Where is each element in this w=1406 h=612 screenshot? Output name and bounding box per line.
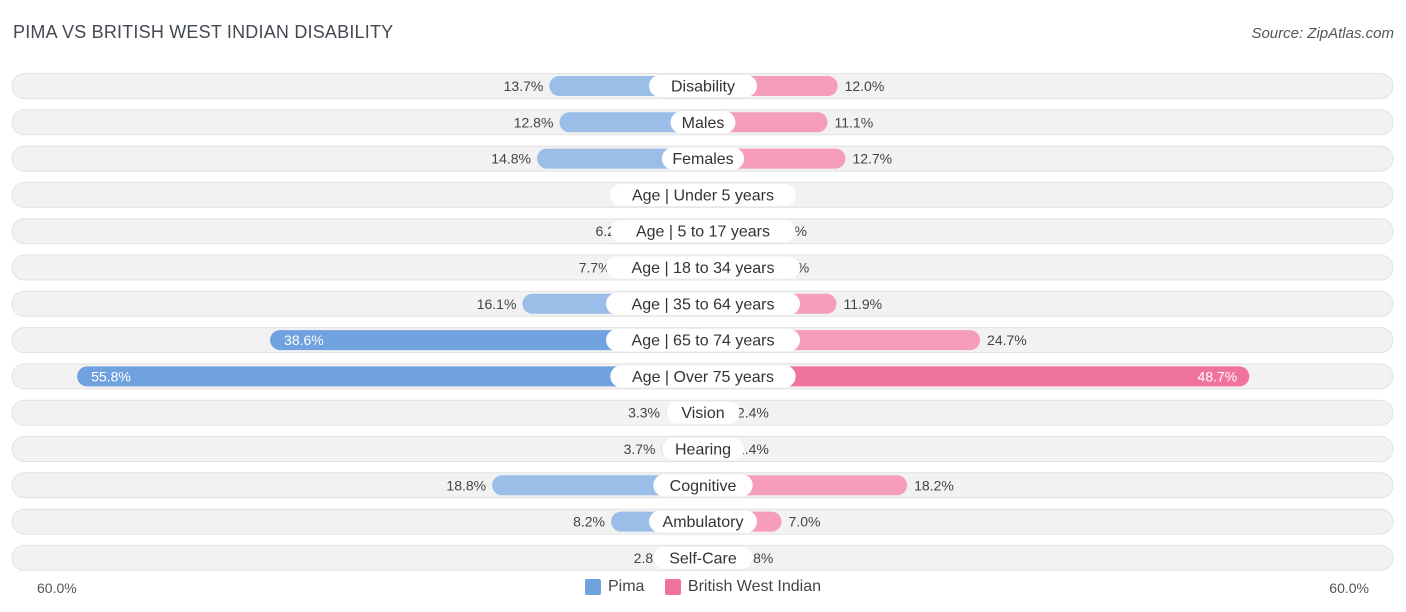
legend-swatch-british-west-indian [664,579,681,595]
category-pill-disability [649,75,757,97]
category-pill-males [670,111,736,134]
value-label-pima-vision: 3.3% [628,405,660,421]
legend-label-pima: Pima [608,578,645,595]
value-label-british-west-indian-males: 11.1% [835,114,874,130]
value-label-pima-age-over-75-years: 55.8% [91,368,131,384]
value-label-british-west-indian-hearing: 2.4% [737,441,769,457]
category-pill-cognitive [653,474,753,497]
value-label-pima-age-65-to-74-years: 38.6% [284,332,324,348]
bar-pima-age-over-75-years [77,366,704,387]
category-label-age-65-to-74-years: Age | 65 to 74 years [632,333,775,350]
legend: Pima British West Indian [0,578,1406,600]
category-pill-females [661,147,745,170]
value-label-pima-hearing: 3.7% [624,441,656,457]
category-pill-age-18-to-34-years [606,256,800,279]
category-pill-age-over-75-years [610,365,796,388]
bar-pima-females [536,148,703,169]
category-label-self-care: Self-Care [669,550,737,567]
value-label-pima-disability: 13.7% [504,78,544,94]
category-label-age-18-to-34-years: Age | 18 to 34 years [632,260,775,277]
category-label-hearing: Hearing [675,442,731,459]
value-label-british-west-indian-females: 12.7% [852,151,892,167]
value-label-british-west-indian-disability: 12.0% [845,78,885,94]
value-label-british-west-indian-age-35-to-64-years: 11.9% [843,296,882,312]
legend-item-pima: Pima [585,578,644,596]
category-label-disability: Disability [671,79,735,96]
legend-item-british-west-indian: British West Indian [664,578,821,596]
value-label-pima-age-35-to-64-years: 16.1% [477,296,517,312]
value-label-british-west-indian-age-65-to-74-years: 24.7% [987,332,1027,348]
value-label-pima-cognitive: 18.8% [446,477,486,493]
category-label-age-under-5-years: Age | Under 5 years [632,187,774,204]
value-label-british-west-indian-age-over-75-years: 48.7% [1198,368,1238,384]
category-label-males: Males [682,115,725,132]
bar-british-west-indian-cognitive [703,475,908,496]
category-pill-hearing [661,438,745,460]
category-label-age-over-75-years: Age | Over 75 years [632,369,774,386]
category-label-age-5-to-17-years: Age | 5 to 17 years [636,224,770,241]
category-label-age-35-to-64-years: Age | 35 to 64 years [632,296,775,313]
category-pill-vision [666,401,740,424]
bar-pima-age-65-to-74-years [270,330,703,351]
category-pill-age-5-to-17-years [610,220,796,243]
category-label-cognitive: Cognitive [670,478,737,495]
source-note: Source: ZipAtlas.com [1251,25,1394,42]
category-pill-age-under-5-years [610,183,796,206]
category-pill-ambulatory [649,510,757,533]
category-label-females: Females [672,151,733,168]
legend-label-british-west-indian: British West Indian [687,578,821,595]
category-pill-age-65-to-74-years [606,329,800,352]
chart-title: PIMA VS BRITISH WEST INDIAN DISABILITY [13,22,394,42]
axis-left-label: 60.0% [37,580,77,596]
bar-pima-cognitive [492,475,703,496]
axis-right-label: 60.0% [1329,580,1369,596]
bar-pima-males [559,112,703,133]
value-label-pima-females: 14.8% [491,151,531,167]
value-label-pima-males: 12.8% [514,114,554,130]
value-label-pima-age-18-to-34-years: 7.7% [579,260,611,276]
value-label-british-west-indian-ambulatory: 7.0% [789,514,821,530]
bar-british-west-indian-age-over-75-years [703,366,1250,387]
legend-swatch-pima [585,579,601,595]
value-label-pima-ambulatory: 8.2% [573,514,605,530]
category-label-vision: Vision [681,405,724,422]
category-pill-self-care [653,546,753,569]
category-pill-age-35-to-64-years [606,292,800,315]
value-label-british-west-indian-vision: 2.4% [737,405,769,421]
category-label-ambulatory: Ambulatory [663,514,744,531]
value-label-british-west-indian-cognitive: 18.2% [914,477,954,493]
chart-canvas: 13.7% 12.0% Disability 12.8% 11.1% Males 14.8%… [11,73,1394,571]
